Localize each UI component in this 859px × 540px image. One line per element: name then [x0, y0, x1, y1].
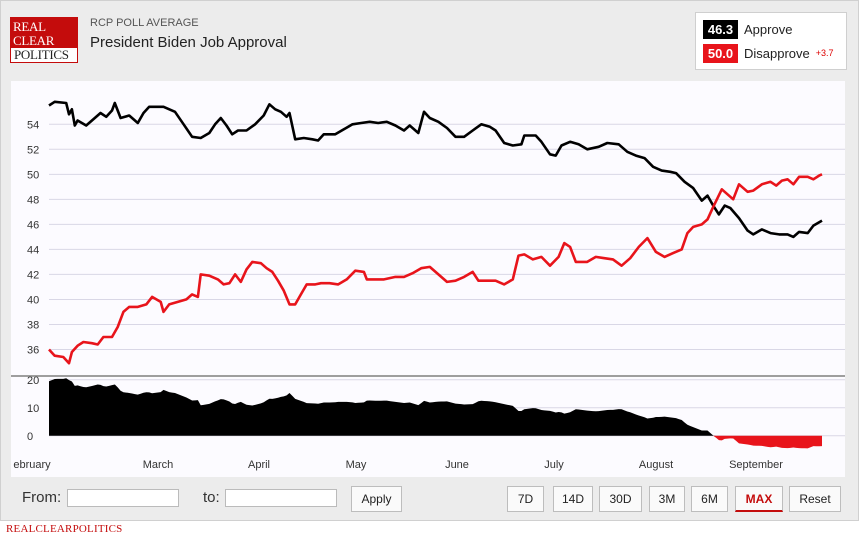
reset-button[interactable]: Reset: [789, 486, 841, 512]
to-date-input[interactable]: [225, 489, 337, 507]
spread-tick-label: 0: [27, 431, 33, 443]
y-tick-label: 36: [27, 344, 39, 356]
rcp-logo: REAL CLEAR POLITICS: [10, 17, 78, 63]
range-6m-button[interactable]: 6M: [691, 486, 728, 512]
x-tick-label: May: [346, 459, 367, 471]
disapprove-value: 50.0: [703, 43, 738, 63]
range-30d-button[interactable]: 30D: [599, 486, 642, 512]
spread-tick-label: 10: [27, 403, 39, 415]
chart-title: President Biden Job Approval: [90, 34, 287, 51]
from-label: From:: [22, 489, 62, 506]
spread-value: +3.7: [815, 48, 834, 58]
x-tick-label: April: [248, 459, 270, 471]
controls-bar: From: to: Apply 7D 14D 30D 3M 6M MAX Res…: [10, 481, 846, 517]
approve-label: Approve: [744, 21, 793, 37]
x-tick-label: September: [729, 459, 783, 471]
legend-disapprove: 50.0 Disapprove +3.7: [703, 43, 834, 63]
chart-svg[interactable]: 36 38 40 42 44 46 48 50 52 54 0 10 20 ebruary March Apr…: [11, 81, 845, 477]
range-max-button[interactable]: MAX: [735, 486, 783, 512]
series-line-approve: [48, 100, 823, 239]
y-tick-label: 52: [27, 144, 39, 156]
spread-area-positive: [49, 378, 822, 436]
x-tick-label: August: [639, 459, 673, 471]
y-tick-label: 40: [27, 294, 39, 306]
y-tick-label: 54: [27, 119, 39, 131]
legend: 46.3 Approve 50.0 Disapprove +3.7: [695, 12, 847, 70]
apply-button[interactable]: Apply: [351, 486, 402, 512]
range-14d-button[interactable]: 14D: [553, 486, 593, 512]
spread-area-negative: [49, 435, 822, 449]
disapprove-label: Disapprove: [744, 45, 810, 61]
range-3m-button[interactable]: 3M: [649, 486, 685, 512]
x-tick-label: June: [445, 459, 469, 471]
plot-area[interactable]: 36 38 40 42 44 46 48 50 52 54 0 10 20 ebruary March Apr…: [11, 81, 845, 477]
y-tick-label: 44: [27, 244, 39, 256]
series-line-disapprove: [48, 173, 823, 365]
y-tick-label: 38: [27, 319, 39, 331]
footer-brand: REALCLEARPOLITICS: [6, 523, 123, 535]
chart-subtitle: RCP POLL AVERAGE: [90, 17, 199, 29]
y-tick-label: 50: [27, 169, 39, 181]
legend-approve: 46.3 Approve: [703, 19, 792, 39]
y-tick-label: 48: [27, 194, 39, 206]
approve-value: 46.3: [703, 19, 738, 39]
from-date-input[interactable]: [67, 489, 179, 507]
spread-tick-label: 20: [27, 375, 39, 387]
x-tick-label: July: [544, 459, 564, 471]
x-tick-label: ebruary: [13, 459, 51, 471]
x-tick-label: March: [143, 459, 174, 471]
y-tick-label: 46: [27, 219, 39, 231]
y-tick-label: 42: [27, 269, 39, 281]
range-7d-button[interactable]: 7D: [507, 486, 544, 512]
to-label: to:: [203, 489, 220, 506]
